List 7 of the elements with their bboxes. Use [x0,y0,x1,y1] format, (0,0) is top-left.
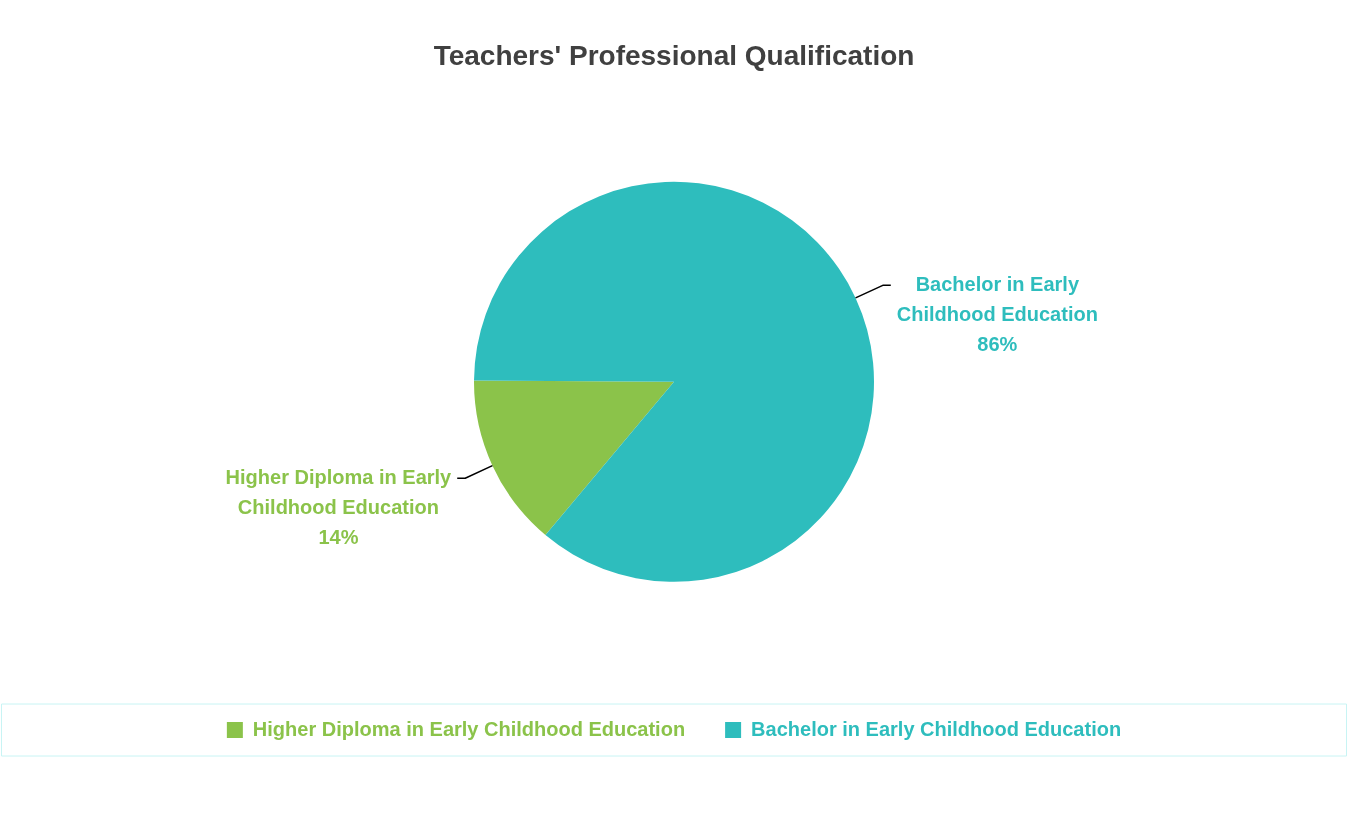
chart-title: Teachers' Professional Qualification [433,39,915,71]
slice-label: Bachelor in Early Childhood Education [896,272,1098,325]
data-label: 86% [977,332,1018,355]
data-label: 14% [318,525,359,548]
legend-label: Bachelor in Early Childhood Education [751,717,1122,740]
slice-label: Higher Diploma in Early Childhood Education [225,465,453,518]
legend-label: Higher Diploma in Early Childhood Education [252,717,686,740]
